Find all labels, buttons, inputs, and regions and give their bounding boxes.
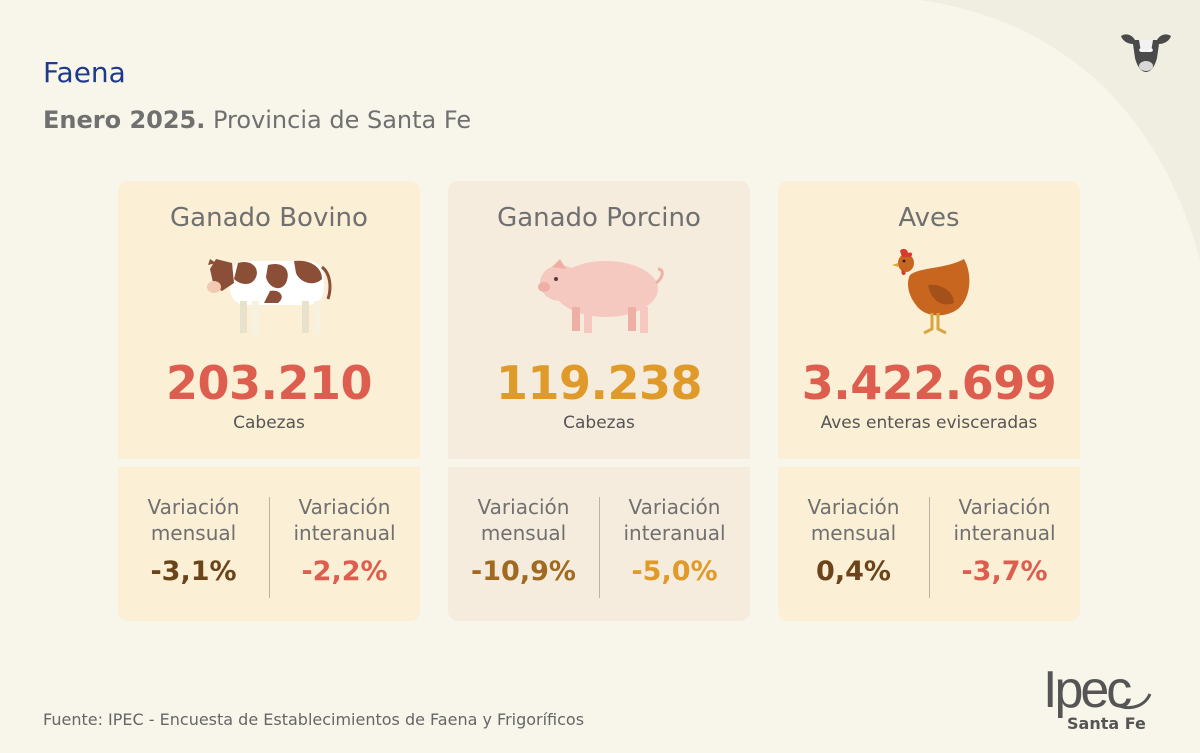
monthly-variation-label: Variación mensual — [147, 495, 240, 545]
card-porcino: Ganado Porcino 119.238 Cabezas Variación… — [448, 181, 750, 621]
card-top-panel — [778, 181, 1080, 459]
card-aves: Aves 3.422.699 Aves enteras evisceradas … — [778, 181, 1080, 621]
page-title: Faena — [43, 56, 126, 89]
monthly-variation: Variación mensual -3,1% — [118, 494, 269, 587]
card-bovino: Ganado Bovino 203.210 Cabezas Variación … — [118, 181, 420, 621]
hen-icon — [892, 248, 970, 335]
subtitle-region: Provincia de Santa Fe — [205, 106, 472, 134]
yearly-variation-label: Variación interanual — [623, 495, 726, 545]
logo-subtitle: Santa Fe — [1067, 714, 1146, 733]
pig-icon — [538, 259, 664, 333]
yearly-variation-value: -3,7% — [961, 556, 1048, 587]
yearly-variation-value: -5,0% — [631, 556, 718, 587]
card-title: Ganado Porcino — [497, 203, 701, 233]
yearly-variation: Variación interanual -3,7% — [929, 494, 1080, 587]
card-main-value: 3.422.699 — [801, 356, 1057, 410]
card-top-panel — [448, 181, 750, 459]
divider — [269, 497, 270, 598]
monthly-variation: Variación mensual -10,9% — [448, 494, 599, 587]
yearly-variation: Variación interanual -5,0% — [599, 494, 750, 587]
yearly-variation-value: -2,2% — [301, 556, 388, 587]
monthly-variation-label: Variación mensual — [477, 495, 570, 545]
monthly-variation-value: -3,1% — [150, 556, 237, 587]
divider — [599, 497, 600, 598]
card-main-value: 203.210 — [165, 356, 373, 410]
yearly-variation-label: Variación interanual — [953, 495, 1056, 545]
monthly-variation: Variación mensual 0,4% — [778, 494, 929, 587]
card-title: Ganado Bovino — [170, 203, 368, 233]
card-unit: Cabezas — [563, 413, 635, 433]
card-unit: Cabezas — [233, 413, 305, 433]
ipec-logo: Ipec Santa Fe — [1040, 661, 1160, 738]
divider — [929, 497, 930, 598]
logo-swoosh-icon — [1111, 693, 1152, 710]
yearly-variation: Variación interanual -2,2% — [269, 494, 420, 587]
card-unit: Aves enteras evisceradas — [820, 413, 1038, 433]
source-footnote: Fuente: IPEC - Encuesta de Establecimien… — [43, 710, 585, 729]
cow-head-icon — [1121, 34, 1171, 72]
monthly-variation-value: -10,9% — [471, 556, 576, 587]
monthly-variation-label: Variación mensual — [807, 495, 900, 545]
cow-icon — [207, 259, 332, 335]
yearly-variation-label: Variación interanual — [293, 495, 396, 545]
card-title: Aves — [898, 203, 960, 233]
page-subtitle: Enero 2025. Provincia de Santa Fe — [43, 106, 471, 134]
card-main-value: 119.238 — [495, 356, 703, 410]
logo-wordmark: Ipec — [1043, 661, 1132, 719]
monthly-variation-value: 0,4% — [816, 556, 891, 587]
subtitle-date: Enero 2025. — [43, 106, 206, 134]
card-top-panel — [118, 181, 420, 459]
